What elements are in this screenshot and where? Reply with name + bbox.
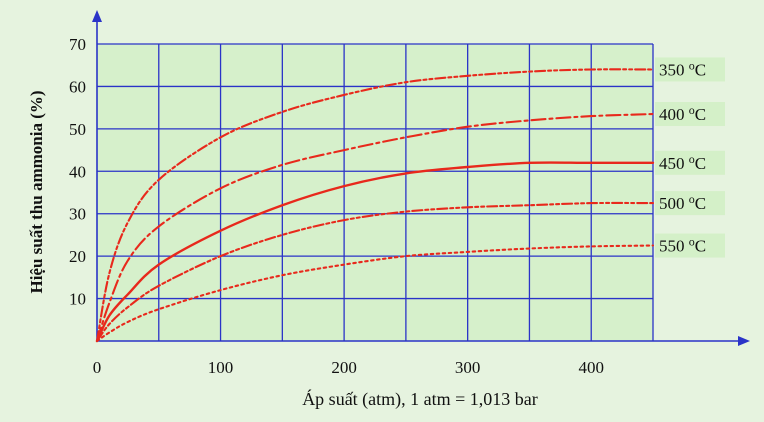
series-label-value: 550 (659, 237, 689, 256)
series-label-degree: o (689, 152, 695, 166)
series-label-box (655, 150, 725, 175)
series-label-box (655, 191, 725, 216)
series-line-500 (95, 201, 655, 343)
series-label-450: 450 oC (655, 150, 725, 175)
series-label-value: 500 (659, 194, 689, 213)
series-label-text: 350 oC (659, 58, 706, 79)
series-label-unit: C (695, 154, 706, 173)
y-tick-label: 70 (69, 35, 86, 54)
x-axis-title: Áp suất (atm), 1 atm = 1,013 bar (302, 388, 538, 410)
y-tick-label: 30 (69, 205, 86, 224)
series-label-degree: o (689, 235, 695, 249)
y-tick-label: 50 (69, 120, 86, 139)
series-label-text: 400 oC (659, 103, 706, 124)
series-label-degree: o (689, 58, 695, 72)
x-tick-label: 400 (578, 358, 604, 377)
series-label-text: 450 oC (659, 152, 706, 173)
x-tick-label: 0 (93, 358, 102, 377)
series-label-unit: C (695, 60, 706, 79)
y-tick-label: 40 (69, 162, 86, 181)
series-label-unit: C (695, 237, 706, 256)
series-label-value: 350 (659, 60, 689, 79)
series-label-box (655, 57, 725, 82)
y-tick-label: 20 (69, 247, 86, 266)
x-axis-arrow-icon (738, 336, 750, 346)
series-label-value: 450 (659, 154, 689, 173)
series-line-400 (95, 112, 655, 343)
series-line-550 (95, 244, 655, 343)
series-label-text: 550 oC (659, 235, 706, 256)
series-line-450 (95, 161, 655, 343)
series-label-text: 500 oC (659, 192, 706, 213)
x-tick-label: 100 (208, 358, 234, 377)
series-label-unit: C (695, 105, 706, 124)
series-label-degree: o (689, 103, 695, 117)
y-axis-title: Hiệu suất thu ammonia (%) (27, 90, 46, 293)
series-label-unit: C (695, 194, 706, 213)
series-label-550: 550 oC (655, 233, 725, 258)
series-label-500: 500 oC (655, 191, 725, 216)
series-label-box (655, 233, 725, 258)
x-tick-label: 300 (455, 358, 481, 377)
y-tick-label: 60 (69, 77, 86, 96)
series-line-350 (95, 68, 655, 343)
x-tick-label: 200 (331, 358, 357, 377)
y-tick-label: 10 (69, 290, 86, 309)
y-axis-arrow-icon (92, 10, 102, 22)
series-label-value: 400 (659, 105, 689, 124)
series-label-350: 350 oC (655, 57, 725, 82)
series-label-degree: o (689, 192, 695, 206)
series-label-box (655, 102, 725, 127)
series-label-400: 400 oC (655, 102, 725, 127)
plot-area (97, 44, 653, 341)
